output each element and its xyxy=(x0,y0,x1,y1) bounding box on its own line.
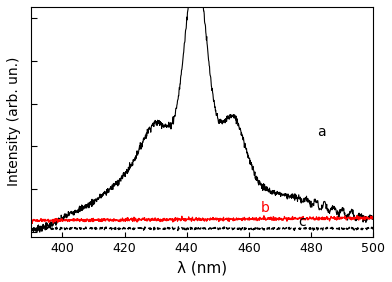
X-axis label: λ (nm): λ (nm) xyxy=(177,260,227,275)
Text: a: a xyxy=(317,125,326,139)
Text: b: b xyxy=(261,201,270,215)
Y-axis label: Intensity (arb. un.): Intensity (arb. un.) xyxy=(7,57,21,186)
Text: c: c xyxy=(298,215,306,229)
